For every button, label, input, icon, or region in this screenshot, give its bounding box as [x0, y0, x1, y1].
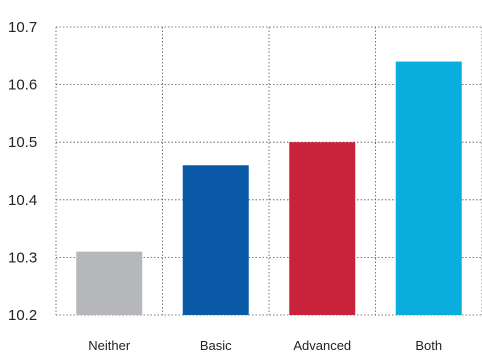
- bar-neither: [76, 251, 143, 315]
- y-tick-label: 10.7: [8, 19, 37, 36]
- x-tick-label: Basic: [200, 338, 232, 353]
- y-tick-label: 10.2: [8, 307, 37, 324]
- bars: [76, 61, 462, 316]
- x-axis-labels: Neither Basic Advanced Both: [88, 338, 442, 353]
- y-tick-label: 10.6: [8, 77, 37, 94]
- y-tick-label: 10.4: [8, 192, 37, 209]
- y-tick-label: 10.3: [8, 249, 37, 266]
- bar-both: [395, 61, 462, 316]
- bar-basic: [182, 165, 249, 315]
- y-tick-label: 10.5: [8, 134, 37, 151]
- bar-advanced: [289, 142, 356, 315]
- x-tick-label: Neither: [88, 338, 131, 353]
- x-tick-label: Advanced: [293, 338, 351, 353]
- y-axis-ticks: 10.2 10.3 10.4 10.5 10.6 10.7: [8, 19, 37, 324]
- x-tick-label: Both: [415, 338, 442, 353]
